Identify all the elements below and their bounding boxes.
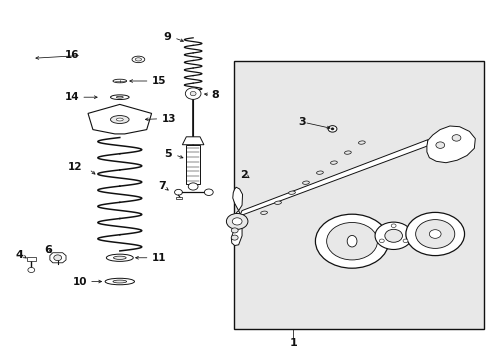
Text: 14: 14 bbox=[64, 92, 79, 102]
Ellipse shape bbox=[106, 254, 133, 261]
Circle shape bbox=[435, 142, 444, 148]
Polygon shape bbox=[239, 140, 427, 216]
Ellipse shape bbox=[302, 181, 309, 184]
Circle shape bbox=[226, 213, 247, 229]
Circle shape bbox=[204, 189, 213, 195]
Ellipse shape bbox=[316, 171, 323, 174]
FancyBboxPatch shape bbox=[186, 145, 200, 184]
Ellipse shape bbox=[274, 201, 281, 204]
Text: 5: 5 bbox=[164, 149, 172, 159]
Ellipse shape bbox=[330, 161, 337, 164]
Text: 16: 16 bbox=[64, 50, 79, 60]
Circle shape bbox=[374, 222, 411, 249]
Text: 1: 1 bbox=[289, 338, 297, 348]
Text: 10: 10 bbox=[72, 276, 87, 287]
Circle shape bbox=[428, 230, 440, 238]
Circle shape bbox=[451, 135, 460, 141]
Circle shape bbox=[188, 183, 198, 190]
Polygon shape bbox=[88, 104, 151, 134]
Text: 13: 13 bbox=[161, 114, 176, 124]
Circle shape bbox=[54, 255, 61, 261]
Circle shape bbox=[231, 228, 238, 233]
Circle shape bbox=[390, 224, 395, 228]
Ellipse shape bbox=[135, 58, 142, 61]
Bar bbox=[233, 61, 483, 329]
Bar bbox=[27, 257, 36, 261]
Text: 11: 11 bbox=[151, 253, 166, 263]
Ellipse shape bbox=[110, 95, 129, 99]
Polygon shape bbox=[182, 137, 203, 145]
Circle shape bbox=[190, 91, 196, 96]
Circle shape bbox=[384, 229, 402, 242]
Ellipse shape bbox=[344, 151, 350, 154]
Bar bbox=[175, 197, 182, 199]
Text: 9: 9 bbox=[163, 32, 171, 42]
Polygon shape bbox=[232, 187, 242, 211]
Ellipse shape bbox=[105, 278, 134, 285]
Text: 7: 7 bbox=[158, 181, 166, 192]
Circle shape bbox=[28, 267, 35, 273]
Ellipse shape bbox=[113, 280, 126, 283]
Ellipse shape bbox=[132, 56, 144, 63]
Circle shape bbox=[232, 218, 242, 225]
Ellipse shape bbox=[116, 96, 123, 98]
Text: 12: 12 bbox=[67, 162, 82, 172]
Circle shape bbox=[379, 239, 384, 243]
Ellipse shape bbox=[288, 191, 295, 194]
Polygon shape bbox=[426, 126, 474, 163]
Text: 8: 8 bbox=[211, 90, 219, 100]
Ellipse shape bbox=[260, 211, 267, 215]
Ellipse shape bbox=[113, 79, 126, 83]
Polygon shape bbox=[231, 211, 242, 246]
Circle shape bbox=[327, 126, 336, 132]
Circle shape bbox=[315, 214, 388, 268]
Circle shape bbox=[174, 189, 182, 195]
Circle shape bbox=[231, 235, 238, 240]
Text: 4: 4 bbox=[16, 250, 23, 260]
Polygon shape bbox=[50, 253, 66, 263]
Ellipse shape bbox=[110, 116, 129, 123]
Text: 3: 3 bbox=[297, 117, 305, 127]
Ellipse shape bbox=[113, 256, 126, 259]
Text: 6: 6 bbox=[44, 245, 52, 255]
Circle shape bbox=[330, 128, 333, 130]
Circle shape bbox=[402, 239, 407, 243]
Text: 2: 2 bbox=[239, 170, 247, 180]
Text: 15: 15 bbox=[151, 76, 166, 86]
Circle shape bbox=[185, 88, 201, 99]
Circle shape bbox=[326, 222, 377, 260]
Circle shape bbox=[405, 212, 464, 256]
Ellipse shape bbox=[116, 118, 123, 121]
Ellipse shape bbox=[346, 235, 356, 247]
Circle shape bbox=[415, 220, 454, 248]
Ellipse shape bbox=[358, 141, 365, 144]
